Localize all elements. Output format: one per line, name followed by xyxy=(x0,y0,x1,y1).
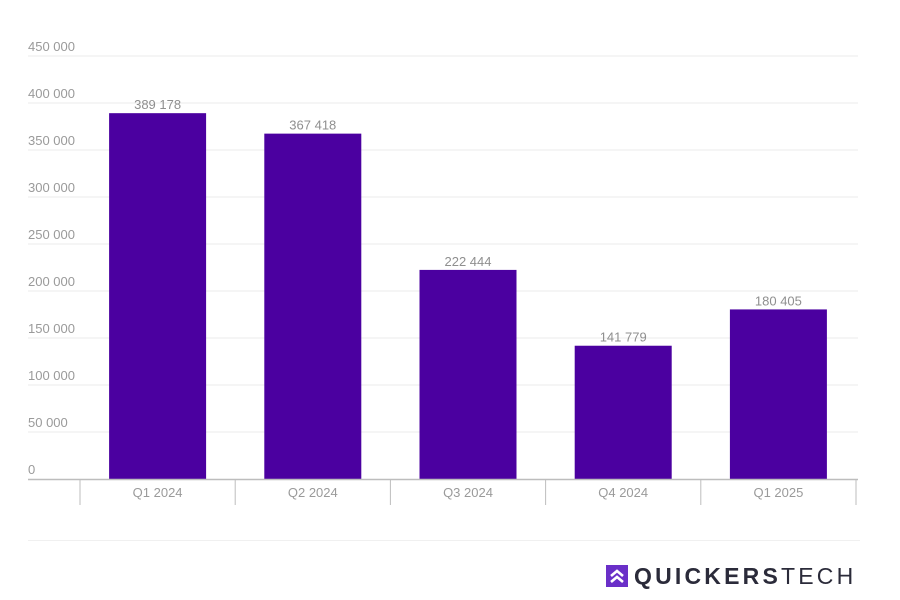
bar-value-label: 141 779 xyxy=(600,330,647,345)
bar-value-label: 180 405 xyxy=(755,293,802,308)
y-tick-label: 150 000 xyxy=(28,321,75,336)
bar xyxy=(264,133,362,479)
bar xyxy=(419,269,517,479)
y-tick-label: 250 000 xyxy=(28,227,75,242)
y-tick-label: 350 000 xyxy=(28,133,75,148)
logo-text-strong: QUICKERS xyxy=(634,563,782,589)
bar-value-label: 222 444 xyxy=(445,254,492,269)
bar xyxy=(109,113,207,480)
x-tick-label: Q1 2024 xyxy=(133,485,183,500)
x-tick-label: Q2 2024 xyxy=(288,485,338,500)
y-tick-label: 400 000 xyxy=(28,86,75,101)
y-tick-label: 300 000 xyxy=(28,180,75,195)
y-tick-label: 0 xyxy=(28,462,35,477)
footer-divider xyxy=(28,540,860,541)
bar xyxy=(574,345,672,479)
y-tick-label: 450 000 xyxy=(28,39,75,54)
bars xyxy=(109,113,827,480)
x-tick-label: Q1 2025 xyxy=(753,485,803,500)
double-chevron-up-icon xyxy=(606,565,628,587)
logo-text-light: TECH xyxy=(781,563,857,589)
quickerstech-logo: QUICKERSTECH xyxy=(606,563,856,589)
bar-value-label: 367 418 xyxy=(289,118,336,133)
y-tick-label: 100 000 xyxy=(28,368,75,383)
x-axis: Q1 2024 Q2 2024 Q3 2024 Q4 2024 Q1 2025 xyxy=(28,478,858,505)
x-tick-label: Q4 2024 xyxy=(598,485,648,500)
y-tick-label: 50 000 xyxy=(28,415,68,430)
x-tick-label: Q3 2024 xyxy=(443,485,493,500)
data-labels: 389 178 367 418 222 444 141 779 180 405 xyxy=(134,97,802,345)
y-axis-tick-labels: 0 50 000 100 000 150 000 200 000 250 000 300 0… xyxy=(28,39,75,477)
bar-value-label: 389 178 xyxy=(134,97,181,112)
y-tick-label: 200 000 xyxy=(28,274,75,289)
bar xyxy=(729,309,827,479)
